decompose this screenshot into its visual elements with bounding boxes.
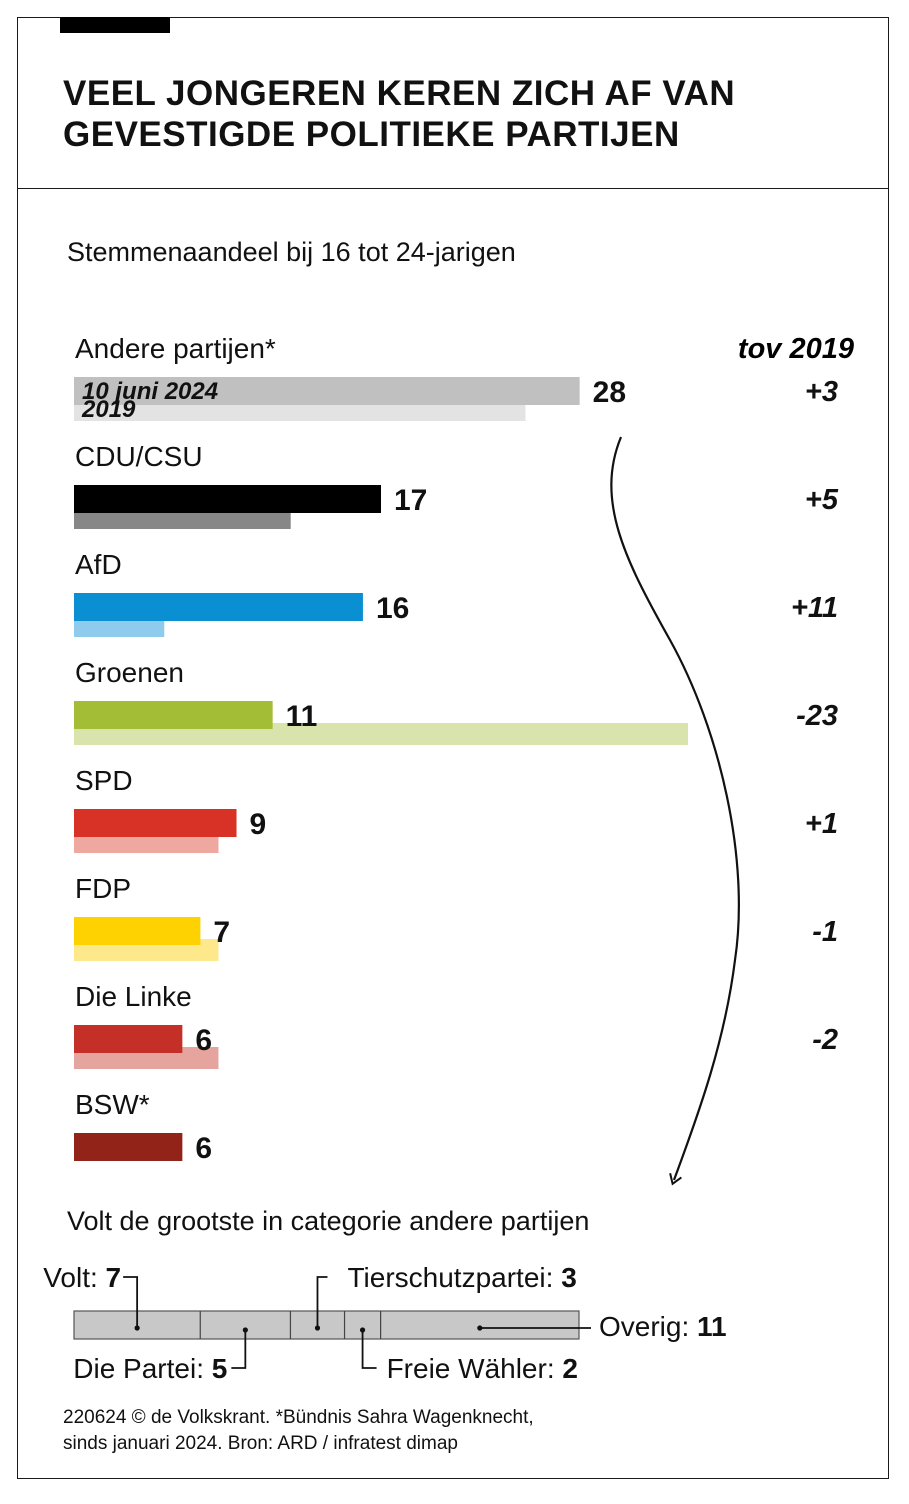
change-value: +5 <box>805 484 839 516</box>
category-label: AfD <box>75 549 122 580</box>
segment-value: 5 <box>212 1353 228 1384</box>
segment-value: 11 <box>697 1311 727 1342</box>
footer-source: 220624 © de Volkskrant. *Bündnis Sahra W… <box>63 1405 823 1457</box>
value-label: 6 <box>195 1132 212 1165</box>
segment-name: Overig: <box>599 1311 697 1342</box>
value-label: 6 <box>195 1024 212 1057</box>
category-label: FDP <box>75 873 131 904</box>
change-value: +11 <box>791 592 838 624</box>
graphic-frame <box>17 17 889 1479</box>
segment-label: Overig: 11 <box>599 1311 727 1342</box>
segment-value: 3 <box>561 1262 577 1293</box>
value-label: 16 <box>376 592 409 625</box>
change-value: +1 <box>805 808 838 840</box>
segment-name: Tierschutzpartei: <box>347 1262 561 1293</box>
change-value: -2 <box>812 1024 838 1056</box>
title-line-2: gevestigde politieke partijen <box>63 115 680 154</box>
value-label: 17 <box>394 484 427 517</box>
segment-name: Freie Wähler: <box>387 1353 563 1384</box>
segment-value: 2 <box>562 1353 578 1384</box>
legend-current: 10 juni 2024 <box>82 378 218 405</box>
breakdown-bar <box>73 1310 580 1340</box>
category-label: Die Linke <box>75 981 192 1012</box>
title-divider <box>17 188 889 189</box>
bar-2024 <box>74 701 273 729</box>
leader-line <box>316 1276 328 1328</box>
segment-label: Freie Wähler: 2 <box>387 1353 578 1384</box>
leader-line <box>361 1330 377 1369</box>
segment-name: Die Partei: <box>73 1353 212 1384</box>
segment-label: Tierschutzpartei: 3 <box>347 1262 576 1293</box>
change-value: -23 <box>796 700 838 732</box>
breakdown-arrow <box>610 436 740 1186</box>
bar-2024 <box>74 809 237 837</box>
chart-title: Veel jongeren keren zich af van gevestig… <box>63 73 863 155</box>
change-header: tov 2019 <box>738 333 854 365</box>
breakdown-segment <box>381 1311 579 1339</box>
bar-2024 <box>74 1133 183 1161</box>
segment-name: Volt: <box>43 1262 105 1293</box>
value-label: 11 <box>286 700 318 733</box>
bar-2024 <box>74 593 363 621</box>
breakdown-title: Volt de grootste in categorie andere par… <box>67 1206 590 1236</box>
segment-label: Die Partei: 5 <box>73 1353 227 1384</box>
bar-2024 <box>74 377 580 405</box>
category-label: Andere partijen* <box>75 333 276 364</box>
chart-subtitle: Stemmenaandeel bij 16 tot 24-jarigen <box>67 237 516 267</box>
top-accent-bar <box>60 17 170 33</box>
change-value: -1 <box>812 916 838 948</box>
leader-line <box>123 1276 139 1328</box>
footer-line-2: sinds januari 2024. Bron: ARD / infrates… <box>63 1433 458 1454</box>
category-label: Groenen <box>75 657 184 688</box>
title-line-1: Veel jongeren keren zich af van <box>63 74 736 113</box>
value-label: 9 <box>250 808 267 841</box>
legend-previous: 2019 <box>81 396 136 423</box>
category-label: SPD <box>75 765 133 796</box>
footer-line-1: 220624 © de Volkskrant. *Bündnis Sahra W… <box>63 1407 534 1428</box>
bar-2024 <box>74 917 201 945</box>
category-label: BSW* <box>75 1089 150 1120</box>
segment-label: Volt: 7 <box>43 1262 121 1293</box>
bar-2024 <box>74 485 381 513</box>
leader-line <box>231 1330 247 1369</box>
change-value: +3 <box>805 376 838 408</box>
value-label: 7 <box>213 916 230 949</box>
bar-2024 <box>74 1025 183 1053</box>
value-label: 28 <box>593 376 626 409</box>
segment-value: 7 <box>106 1262 122 1293</box>
category-label: CDU/CSU <box>75 441 203 472</box>
